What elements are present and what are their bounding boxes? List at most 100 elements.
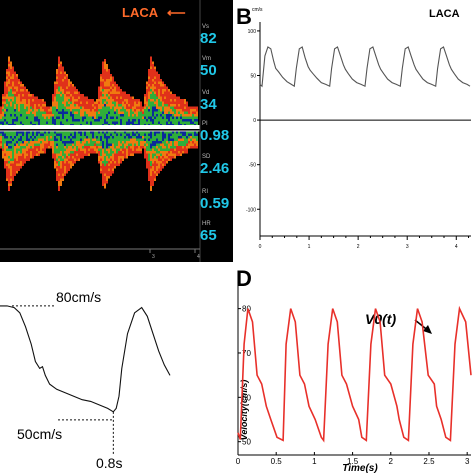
- spectral-pixel: [16, 76, 18, 79]
- spectral-pixel: [54, 101, 56, 104]
- spectral-pixel: [4, 86, 6, 89]
- spectral-pixel: [180, 104, 182, 107]
- spectral-pixel: [100, 171, 102, 174]
- spectral-pixel: [100, 133, 102, 136]
- spectral-pixel: [14, 148, 16, 151]
- spectral-pixel: [58, 148, 60, 151]
- spectral-pixel: [30, 156, 32, 159]
- spectral-pixel: [18, 106, 20, 109]
- spectral-pixel: [96, 99, 98, 102]
- spectral-pixel: [66, 146, 68, 149]
- spectral-pixel: [8, 61, 10, 64]
- spectral-pixel: [58, 158, 60, 161]
- spectral-pixel: [154, 131, 156, 134]
- spectral-pixel: [160, 143, 162, 146]
- spectral-pixel: [196, 138, 198, 141]
- spectral-pixel: [66, 109, 68, 112]
- spectral-pixel: [14, 76, 16, 79]
- spectral-pixel: [12, 156, 14, 159]
- spectral-pixel: [62, 111, 64, 114]
- spectral-pixel: [110, 119, 112, 122]
- spectral-pixel: [14, 158, 16, 161]
- spectral-pixel: [130, 106, 132, 109]
- spectral-pixel: [82, 131, 84, 134]
- spectral-pixel: [160, 151, 162, 154]
- spectral-pixel: [160, 158, 162, 161]
- spectral-pixel: [170, 111, 172, 114]
- spectral-pixel: [140, 131, 142, 134]
- spectral-pixel: [150, 71, 152, 74]
- spectral-pixel: [160, 91, 162, 94]
- spectral-pixel: [176, 133, 178, 136]
- spectral-pixel: [146, 151, 148, 154]
- spectral-pixel: [182, 141, 184, 144]
- spectral-pixel: [98, 91, 100, 94]
- spectral-pixel: [8, 106, 10, 109]
- spectral-pixel: [184, 121, 186, 124]
- spectral-pixel: [58, 151, 60, 154]
- spectral-pixel: [28, 106, 30, 109]
- spectral-pixel: [38, 101, 40, 104]
- spectral-pixel: [162, 151, 164, 154]
- spectral-pixel: [92, 111, 94, 114]
- spectral-pixel: [102, 99, 104, 102]
- spectral-pixel: [40, 101, 42, 104]
- spectral-pixel: [136, 111, 138, 114]
- spectral-pixel: [108, 99, 110, 102]
- spectral-pixel: [26, 116, 28, 119]
- spectral-pixel: [112, 171, 114, 174]
- spectral-pixel: [110, 76, 112, 79]
- spectral-pixel: [26, 138, 28, 141]
- spectral-pixel: [112, 148, 114, 151]
- spectral-pixel: [24, 156, 26, 159]
- spectral-pixel: [136, 116, 138, 119]
- spectral-pixel: [124, 99, 126, 102]
- spectral-pixel: [62, 166, 64, 169]
- spectral-pixel: [66, 101, 68, 104]
- spectral-pixel: [98, 138, 100, 141]
- spectral-pixel: [62, 121, 64, 124]
- spectral-pixel: [12, 109, 14, 112]
- spectral-pixel: [56, 74, 58, 77]
- spectral-pixel: [130, 96, 132, 99]
- spectral-pixel: [70, 89, 72, 92]
- spectral-pixel: [170, 141, 172, 144]
- spectral-pixel: [102, 116, 104, 119]
- spectral-pixel: [112, 99, 114, 102]
- spectral-pixel: [88, 109, 90, 112]
- spectral-pixel: [24, 114, 26, 117]
- spectral-pixel: [182, 136, 184, 139]
- spectral-pixel: [162, 114, 164, 117]
- spectral-pixel: [60, 71, 62, 74]
- spectral-pixel: [70, 158, 72, 161]
- spectral-pixel: [182, 133, 184, 136]
- spectral-pixel: [100, 116, 102, 119]
- spectral-pixel: [180, 148, 182, 151]
- spectral-pixel: [14, 156, 16, 159]
- spectral-pixel: [40, 109, 42, 112]
- spectral-pixel: [96, 131, 98, 134]
- spectral-pixel: [104, 99, 106, 102]
- spectral-pixel: [84, 138, 86, 141]
- spectral-pixel: [98, 119, 100, 122]
- spectral-pixel: [34, 143, 36, 146]
- spectral-pixel: [150, 183, 152, 186]
- spectral-pixel: [2, 136, 4, 139]
- spectral-pixel: [128, 101, 130, 104]
- spectral-pixel: [76, 119, 78, 122]
- spectral-pixel: [110, 109, 112, 112]
- spectral-pixel: [18, 148, 20, 151]
- spectral-pixel: [116, 101, 118, 104]
- spectral-pixel: [154, 84, 156, 87]
- spectral-pixel: [74, 109, 76, 112]
- spectral-pixel: [56, 166, 58, 169]
- spectral-pixel: [10, 76, 12, 79]
- spectral-pixel: [90, 111, 92, 114]
- spectral-pixel: [158, 146, 160, 149]
- spectral-pixel: [86, 96, 88, 99]
- spectral-pixel: [136, 119, 138, 122]
- spectral-pixel: [162, 161, 164, 164]
- spectral-pixel: [58, 61, 60, 64]
- spectral-pixel: [154, 153, 156, 156]
- spectral-pixel: [136, 141, 138, 144]
